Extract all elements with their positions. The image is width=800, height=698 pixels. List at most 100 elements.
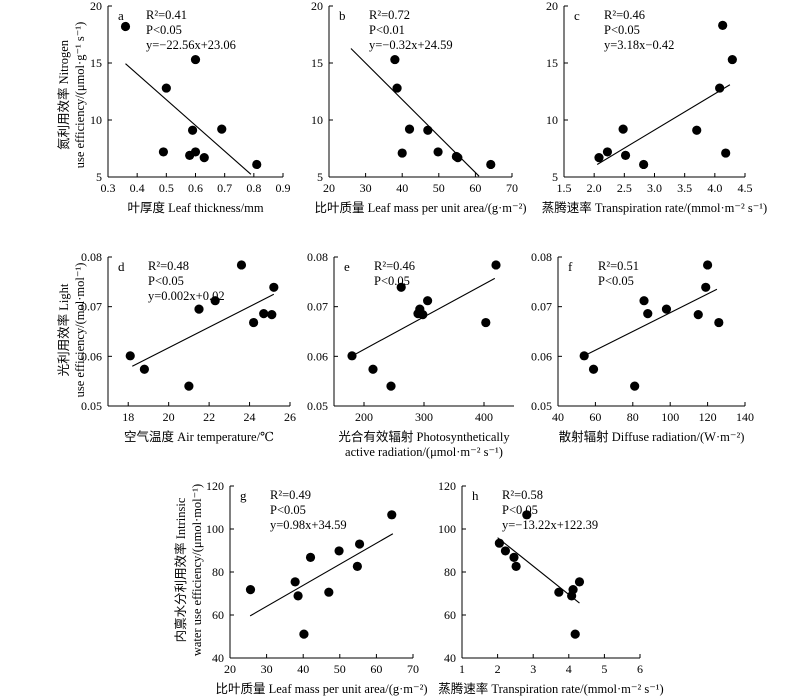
x-tick-label: 60 [469,181,481,195]
data-point [190,147,201,157]
y-tick-label: 0.06 [81,349,102,363]
x-tick-label: 100 [661,410,679,424]
x-axis-label: 光合有效辐射 Photosynthetically [338,429,510,444]
data-point [120,21,131,32]
stat-line: P<0.01 [369,23,405,37]
data-point [433,147,443,157]
y-tick-label: 10 [546,113,558,127]
y-tick-label: 20 [90,0,102,13]
data-point [570,629,580,639]
data-point [727,54,737,65]
data-point [267,310,277,320]
x-axis-label: 散射辐射 Diffuse radiation/(W·m⁻²) [559,429,745,444]
data-point [252,159,262,170]
y-tick-label: 60 [444,608,456,622]
y-tick-label: 0.08 [531,250,552,264]
data-point [630,381,640,391]
data-point [418,310,428,320]
data-point [588,364,599,374]
x-axis-label: 比叶质量 Leaf mass per unit area/(g·m⁻²) [314,201,526,215]
y-tick-label: 0.07 [307,300,328,314]
x-tick-label: 0.4 [130,181,145,195]
stat-line: R²=0.46 [374,259,415,273]
panel-label: g [240,488,247,503]
y-tick-label: 80 [212,565,224,579]
x-tick-label: 40 [396,181,408,195]
y-tick-label: 0.08 [81,250,102,264]
ylabel-light-line1: 光利用效率 Light [56,283,71,376]
x-axis-label: 空气温度 Air temperature/℃ [124,429,274,444]
data-point [387,510,397,520]
data-point [500,546,511,556]
data-point [194,304,204,314]
x-tick-label: 40 [297,662,309,676]
data-point [125,351,135,361]
x-tick-label: 120 [699,410,717,424]
stat-line: P<0.05 [270,503,306,517]
x-tick-label: 30 [360,181,372,195]
x-tick-label: 200 [355,410,373,424]
x-tick-label: 2.5 [617,181,632,195]
x-tick-label: 6 [637,662,643,676]
x-tick-label: 0.9 [276,181,291,195]
data-point [386,381,396,391]
x-tick-label: 0.5 [159,181,174,195]
data-point [354,539,365,549]
y-tick-label: 0.07 [531,300,552,314]
data-point [661,304,672,314]
stat-line: y=3.18x−0.42 [604,38,674,52]
data-point [579,351,589,361]
ylabel-water-line2: water use efficiency/(μmol·mol⁻¹) [190,484,204,656]
y-tick-label: 100 [438,522,456,536]
data-point [574,577,585,587]
x-tick-label: 400 [475,410,493,424]
x-tick-label: 20 [323,181,335,195]
x-axis-label: 比叶质量 Leaf mass per unit area/(g·m⁻²) [215,682,427,696]
y-tick-label: 80 [444,565,456,579]
x-tick-label: 60 [370,662,382,676]
data-point [602,147,613,157]
x-tick-label: 0.8 [246,181,261,195]
panel-label: a [118,8,124,23]
y-tick-label: 15 [546,56,558,70]
stat-line: P<0.05 [148,274,184,288]
x-tick-label: 4.5 [738,181,753,195]
y-tick-label: 20 [546,0,558,13]
x-tick-label: 70 [407,662,419,676]
x-axis-label: 蒸腾速率 Transpiration rate/(mmol·m⁻² s⁻¹) [542,200,767,215]
data-point [269,282,279,292]
panel-c: 5 10 15 20 1.5 2.0 2.5 3.0 3.5 4.0 4.5 c R²=0.46P<0.… [542,0,767,215]
x-tick-label: 140 [736,410,754,424]
data-point [620,150,631,160]
y-tick-label: 0.06 [531,349,552,363]
panel-g: 40 60 80 100 120 20 30 40 50 60 70 g R²=0.49P<0.05y=… [206,479,428,696]
data-point [481,317,491,328]
panel-label: h [472,488,479,503]
x-tick-label: 1.5 [557,181,572,195]
x-tick-label: 4 [566,662,572,676]
y-tick-label: 120 [206,479,224,493]
x-tick-label: 26 [284,410,296,424]
x-tick-label: 3.0 [647,181,662,195]
panel-label: e [344,259,350,274]
x-tick-label: 30 [261,662,273,676]
fit-line [249,533,394,617]
stat-line: R²=0.46 [604,8,645,22]
panel-label: c [574,8,580,23]
data-point [158,147,169,157]
x-tick-label: 24 [244,410,256,424]
ylabel-light-line2: use efficiency/(mol·mol⁻¹) [73,263,87,398]
y-tick-label: 0.05 [81,399,102,413]
y-tick-label: 10 [90,113,102,127]
x-tick-label: 4.0 [707,181,722,195]
data-point [347,351,357,361]
x-tick-label: 50 [433,181,445,195]
data-point [236,260,247,270]
stat-line: P<0.05 [598,274,634,288]
stat-line: R²=0.51 [598,259,639,273]
ylabel-nitrogen-line1: 氮利用效率 Nitrogen [56,39,71,150]
data-point [453,153,463,163]
data-point [618,124,628,134]
x-tick-label: 1 [459,662,465,676]
